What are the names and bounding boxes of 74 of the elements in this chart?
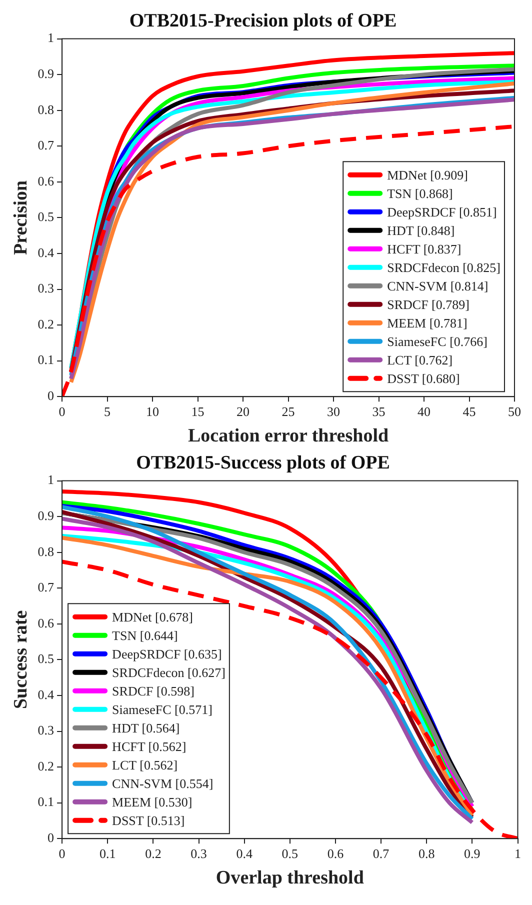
x-tick-label: 0.9 <box>464 846 480 861</box>
legend-label: CNN-SVM [0.554] <box>112 776 214 791</box>
x-tick-label: 0.1 <box>99 846 116 861</box>
x-tick-label: 25 <box>282 404 295 419</box>
y-tick-label: 0.3 <box>38 280 54 296</box>
x-tick-label: 0.7 <box>372 846 390 861</box>
legend-label: HCFT [0.562] <box>112 738 186 754</box>
legend-label: HCFT [0.837] <box>387 241 462 256</box>
y-tick-label: 1 <box>48 472 54 488</box>
legend-label: DeepSRDCF [0.851] <box>387 204 497 220</box>
y-tick-label: 1 <box>48 30 54 46</box>
legend-label: SRDCFdecon [0.627] <box>112 664 226 680</box>
y-axis-title: Success rate <box>10 610 32 710</box>
legend-label: TSN [0.644] <box>112 628 178 643</box>
y-tick-label: 0.6 <box>38 173 55 188</box>
y-tick-label: 0.1 <box>38 794 54 810</box>
y-tick-label: 0.3 <box>38 722 54 738</box>
legend-label: SRDCF [0.789] <box>387 296 470 312</box>
y-tick-label: 0.2 <box>38 316 54 332</box>
x-tick-label: 5 <box>104 404 111 419</box>
legend-label: CNN-SVM [0.814] <box>387 278 488 294</box>
y-tick-label: 0 <box>48 388 54 404</box>
y-tick-label: 0.1 <box>38 352 54 368</box>
legend-label: SRDCFdecon [0.825] <box>387 260 500 275</box>
legend-label: MDNet [0.909] <box>387 167 468 182</box>
x-tick-label: 1 <box>514 846 521 861</box>
x-tick-label: 40 <box>418 404 431 419</box>
x-tick-label: 0.3 <box>190 846 207 861</box>
x-tick-label: 20 <box>236 404 250 419</box>
y-tick-label: 0.5 <box>38 651 54 666</box>
chart-title: OTB2015-Precision plots of OPE <box>129 10 397 32</box>
legend-label: SiameseFC [0.571] <box>112 702 212 717</box>
legend-label: HDT [0.848] <box>387 222 455 238</box>
y-tick-label: 0.9 <box>38 508 54 523</box>
y-tick-label: 0.7 <box>38 580 55 595</box>
x-tick-label: 35 <box>372 404 386 419</box>
legend-label: SiameseFC [0.766] <box>387 334 488 349</box>
x-axis-title: Overlap threshold <box>216 868 364 889</box>
x-tick-label: 0 <box>58 404 66 419</box>
x-axis-title: Location error threshold <box>188 426 389 447</box>
legend-label: LCT [0.562] <box>112 757 178 772</box>
y-tick-label: 0.2 <box>38 758 54 774</box>
y-tick-label: 0.4 <box>38 686 55 702</box>
y-tick-label: 0.4 <box>38 244 55 260</box>
chart-title: OTB2015-Success plots of OPE <box>136 452 390 474</box>
legend-label: TSN [0.868] <box>387 186 453 201</box>
legend-label: MEEM [0.530] <box>112 794 192 810</box>
x-tick-label: 0 <box>58 846 66 861</box>
x-tick-label: 10 <box>146 404 160 419</box>
legend-label: SRDCF [0.598] <box>112 683 194 698</box>
x-tick-label: 50 <box>508 404 521 419</box>
legend-label: LCT [0.762] <box>387 352 453 368</box>
x-tick-label: 0.4 <box>236 846 253 861</box>
x-tick-label: 15 <box>191 404 204 419</box>
x-tick-label: 0.6 <box>327 846 344 861</box>
y-tick-label: 0.8 <box>38 102 54 117</box>
y-tick-label: 0 <box>48 830 54 846</box>
x-tick-label: 30 <box>327 404 340 419</box>
x-tick-label: 0.2 <box>145 846 162 861</box>
x-tick-label: 45 <box>462 404 476 419</box>
y-tick-label: 0.9 <box>38 66 54 81</box>
y-tick-label: 0.5 <box>38 209 54 224</box>
y-tick-label: 0.7 <box>38 138 55 153</box>
legend-label: DSST [0.680] <box>387 370 460 386</box>
y-tick-label: 0.6 <box>38 615 55 630</box>
y-tick-label: 0.8 <box>38 544 54 559</box>
x-tick-label: 0.8 <box>418 846 435 861</box>
legend-label: DSST [0.513] <box>112 812 185 828</box>
legend-label: HDT [0.564] <box>112 720 180 736</box>
x-tick-label: 0.5 <box>282 846 298 861</box>
y-axis-title: Precision <box>10 180 32 255</box>
legend-label: DeepSRDCF [0.635] <box>112 646 222 662</box>
legend-label: MEEM [0.781] <box>387 315 468 330</box>
legend-label: MDNet [0.678] <box>112 609 193 624</box>
